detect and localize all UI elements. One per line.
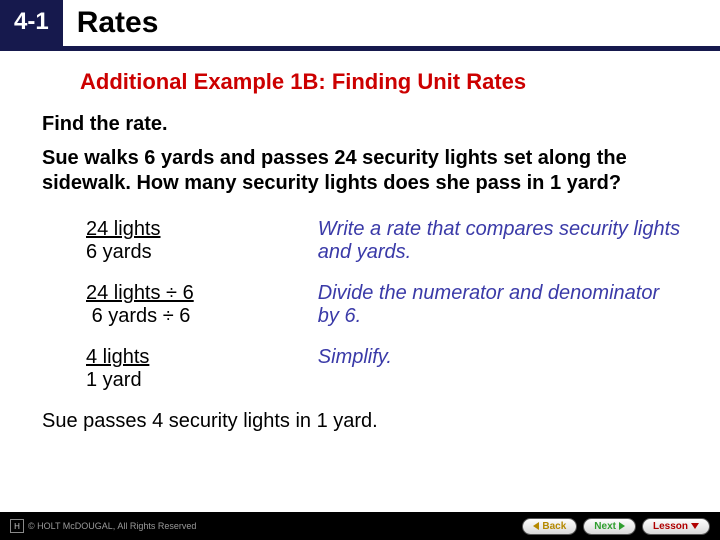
fraction-denominator: 6 yards: [86, 241, 152, 263]
table-row: 4 lights 1 yard Simplify.: [80, 340, 690, 404]
instruction-text: Find the rate.: [42, 113, 690, 136]
step-math: 4 lights 1 yard: [80, 340, 312, 404]
step-math: 24 lights ÷ 6 6 yards ÷ 6: [80, 276, 312, 340]
chapter-number-box: 4-1: [0, 0, 63, 46]
content-area: Additional Example 1B: Finding Unit Rate…: [0, 51, 720, 443]
example-heading: Additional Example 1B: Finding Unit Rate…: [80, 69, 690, 95]
next-button-label: Next: [594, 521, 616, 532]
fraction-numerator: 4 lights: [86, 346, 149, 368]
steps-table: 24 lights 6 yards Write a rate that comp…: [80, 212, 690, 404]
fraction-denominator: 1 yard: [86, 369, 142, 391]
table-row: 24 lights ÷ 6 6 yards ÷ 6 Divide the num…: [80, 276, 690, 340]
back-button-label: Back: [542, 521, 566, 532]
footer-bar: H © HOLT McDOUGAL, All Rights Reserved B…: [0, 512, 720, 540]
conclusion-text: Sue passes 4 security lights in 1 yard.: [42, 410, 690, 433]
arrow-down-icon: [691, 523, 699, 529]
step-explanation: Divide the numerator and denominator by …: [312, 276, 690, 340]
step-math: 24 lights 6 yards: [80, 212, 312, 276]
step-explanation: Simplify.: [312, 340, 690, 404]
problem-text: Sue walks 6 yards and passes 24 security…: [42, 146, 690, 196]
top-bar: 4-1 Rates: [0, 0, 720, 46]
arrow-right-icon: [619, 522, 625, 530]
page-title: Rates: [63, 0, 173, 46]
fraction-numerator: 24 lights: [86, 218, 161, 240]
fraction-denominator: 6 yards ÷ 6: [92, 305, 191, 327]
copyright-text: © HOLT McDOUGAL, All Rights Reserved: [28, 521, 196, 531]
lesson-button-label: Lesson: [653, 521, 688, 532]
copyright: H © HOLT McDOUGAL, All Rights Reserved: [10, 519, 196, 533]
next-button[interactable]: Next: [583, 518, 636, 535]
publisher-icon: H: [10, 519, 24, 533]
arrow-left-icon: [533, 522, 539, 530]
step-explanation: Write a rate that compares security ligh…: [312, 212, 690, 276]
lesson-button[interactable]: Lesson: [642, 518, 710, 535]
fraction-numerator: 24 lights ÷ 6: [86, 282, 194, 304]
nav-buttons: Back Next Lesson: [522, 518, 710, 535]
table-row: 24 lights 6 yards Write a rate that comp…: [80, 212, 690, 276]
back-button[interactable]: Back: [522, 518, 577, 535]
